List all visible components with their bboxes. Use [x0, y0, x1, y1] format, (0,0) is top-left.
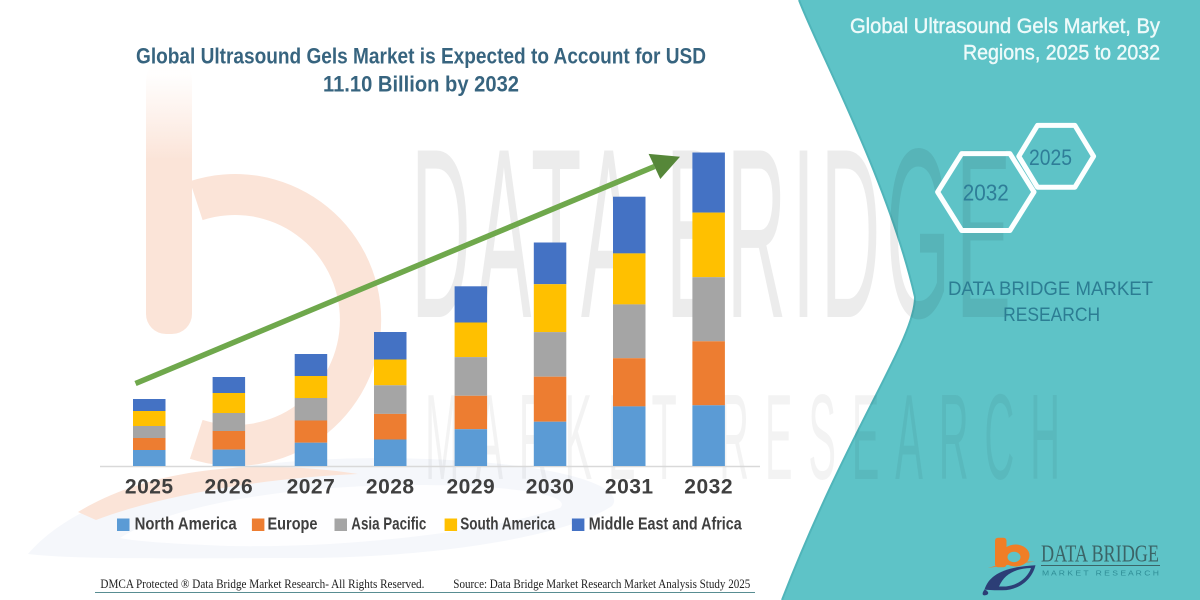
svg-text:Asia Pacific: Asia Pacific [351, 514, 426, 534]
svg-text:11.10 Billion by 2032: 11.10 Billion by 2032 [323, 72, 519, 97]
svg-text:South America: South America [460, 514, 555, 534]
svg-text:2032: 2032 [684, 476, 733, 499]
svg-text:DATA BRIDGE MARKET: DATA BRIDGE MARKET [948, 279, 1153, 300]
svg-text:DMCA Protected ® Data Bridge M: DMCA Protected ® Data Bridge Market Rese… [100, 577, 424, 591]
svg-text:M A R K E T R E S E A R C H: M A R K E T R E S E A R C H [1042, 569, 1159, 578]
svg-text:Global Ultrasound Gels Market: Global Ultrasound Gels Market is Expecte… [136, 44, 706, 69]
svg-text:2028: 2028 [366, 476, 415, 499]
svg-text:2029: 2029 [446, 476, 495, 499]
svg-text:DATA BRIDGE: DATA BRIDGE [1041, 542, 1159, 568]
svg-text:2025: 2025 [1029, 145, 1072, 170]
svg-text:Middle East and Africa: Middle East and Africa [589, 514, 742, 534]
svg-text:Source: Data Bridge Market Res: Source: Data Bridge Market Research Mark… [453, 577, 750, 591]
svg-text:Global Ultrasound Gels Market,: Global Ultrasound Gels Market, By [850, 14, 1160, 38]
svg-text:2027: 2027 [287, 476, 336, 499]
svg-text:2031: 2031 [605, 476, 654, 499]
svg-text:North America: North America [135, 514, 237, 534]
svg-text:Regions, 2025 to 2032: Regions, 2025 to 2032 [963, 41, 1160, 65]
svg-text:2030: 2030 [526, 476, 575, 499]
svg-text:RESEARCH: RESEARCH [1003, 305, 1100, 326]
svg-text:2026: 2026 [204, 476, 253, 499]
svg-text:MARKET RESEARCH: MARKET RESEARCH [425, 371, 1060, 506]
svg-text:2025: 2025 [125, 476, 174, 499]
svg-text:Europe: Europe [268, 514, 318, 534]
svg-text:2032: 2032 [963, 180, 1009, 206]
